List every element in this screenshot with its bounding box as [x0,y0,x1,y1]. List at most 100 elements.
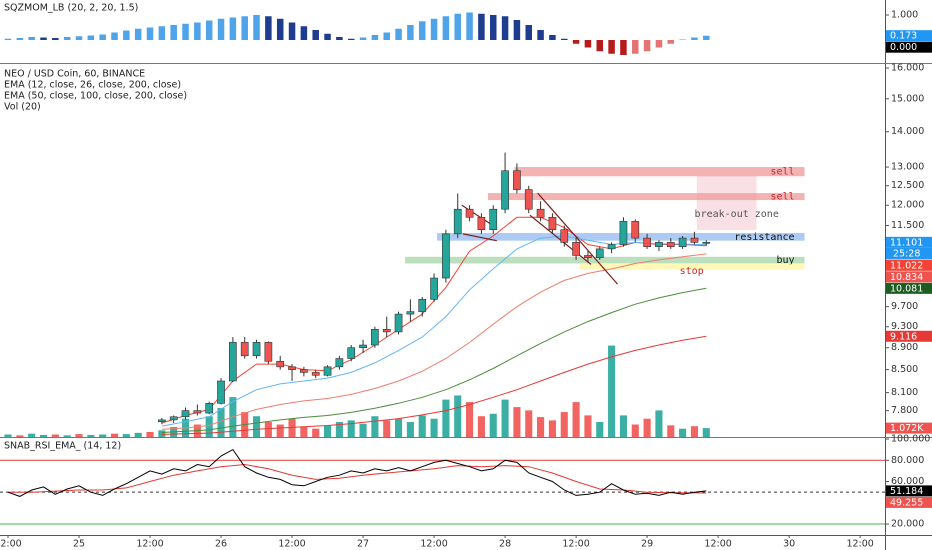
volume-bar [16,435,24,437]
candle-body [264,342,273,362]
candle-body [288,366,296,370]
candle-body [631,221,640,239]
momentum-bar [584,40,592,48]
zone-label: break-out zone [695,209,779,220]
volume-bar [312,428,320,437]
x-tick-label: 28 [499,539,511,550]
countdown-box [886,247,932,259]
volume-bar [454,395,462,437]
momentum-bar [123,30,130,40]
momentum-bar [241,16,248,40]
volume-label-text: 1.072K [890,423,924,434]
price-label-text: 9.116 [890,331,917,342]
candle-body [477,216,486,230]
candle-body [335,358,344,368]
candle-body [643,237,651,247]
symbol-title: NEO / USD Coin, 60, BINANCE [4,69,145,80]
momentum-bar [40,37,47,40]
volume-bar [110,433,119,437]
candle-body [169,416,178,421]
price-label [886,271,932,283]
zone-label: sell [770,192,794,203]
volume-bar [619,415,627,437]
momentum-bar [75,36,83,40]
trend-line [462,233,497,242]
price-label [886,330,932,342]
momentum-bar [336,37,343,40]
candle-body [524,189,533,210]
price-label [886,259,932,271]
momentum-bar [347,38,355,40]
volume-bar [537,417,545,437]
momentum-bar [111,32,118,40]
momentum-bar [16,38,24,40]
volume-bar [477,416,485,437]
volume-bar [430,418,438,437]
momentum-bar [205,20,213,40]
price-label-text: 10.081 [890,283,923,294]
momentum-bar [407,25,414,40]
momentum-bar [383,32,390,40]
momentum-bar [489,15,497,40]
indicator-line [8,463,707,494]
volume-bar [122,434,130,437]
y-tick-label: 9.300 [891,321,918,332]
momentum-bar [182,23,189,40]
volume-bar [655,410,663,437]
candle-body [465,208,474,218]
zone [579,263,805,270]
momentum-bar [146,27,154,40]
volume-bar [548,420,556,437]
volume-bar [596,422,604,437]
momentum-bar [667,40,675,44]
momentum-bar [300,26,308,40]
indicator-title: SNAB_RSI_EMA_ (14, 12) [4,441,121,452]
candle-body [300,369,308,373]
momentum-bar [537,30,544,40]
volume-bar [395,418,403,437]
y-tick-label: 100.000 [891,434,930,445]
volume-bar [513,407,521,437]
value-label [886,41,932,53]
y-tick-label: 11.500 [891,220,924,231]
y-tick-label: 12.500 [891,180,924,191]
volume-bar [584,415,592,437]
zone [405,256,805,264]
indicator-line [161,335,707,435]
volume-bar [560,412,568,437]
momentum-bar [359,37,367,40]
volume-bar [418,415,426,437]
y-tick-label: 12.000 [891,200,924,211]
momentum-bar [513,20,521,40]
y-tick-label: 60.000 [891,476,924,487]
candle-body [406,311,415,315]
y-tick-label: 16.000 [891,63,924,74]
momentum-bar [703,35,710,40]
momentum-bar [608,40,615,54]
zone-label: sell [770,167,794,178]
x-tick-label: 12:00 [420,539,447,550]
x-tick-label: 12:00 [136,539,163,550]
momentum-bar [276,18,284,40]
y-tick-label: 9.700 [891,301,918,312]
candle-body [157,419,166,423]
momentum-bar [466,12,473,40]
momentum-bar [442,16,450,40]
volume-bar [690,426,698,437]
momentum-bar [52,38,59,40]
volume-bar [323,425,332,437]
volume-bar [359,423,367,437]
indicator-line [161,253,707,430]
momentum-bar [679,39,686,40]
x-tick-label: 29 [641,539,653,550]
zone [487,193,805,201]
volume-bar [134,432,142,437]
x-tick-label: 30 [783,539,795,550]
value-label-text: 49.255 [890,497,923,508]
momentum-bar [63,37,71,40]
candle-body [193,410,202,414]
momentum-bar [549,35,556,40]
momentum-bar [217,18,225,40]
momentum-bar [253,15,260,40]
value-label-text: 51.184 [890,486,923,497]
